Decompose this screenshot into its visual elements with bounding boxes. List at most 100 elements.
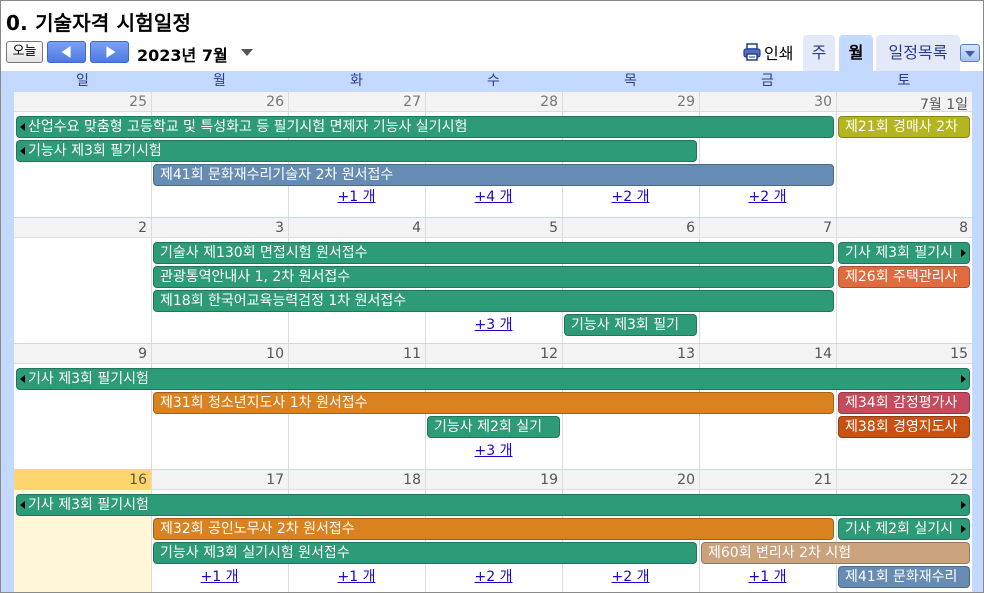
calendar-event[interactable]: 기사 제2회 실기시 [838, 518, 970, 540]
more-events-link[interactable]: +2 개 [474, 569, 513, 585]
column-divider [151, 470, 152, 592]
weekday-header: 일 [76, 73, 89, 89]
today-button[interactable]: 오늘 [6, 41, 43, 63]
day-number[interactable]: 20 [677, 472, 695, 488]
day-number[interactable]: 9 [138, 346, 147, 362]
day-number[interactable]: 19 [540, 472, 558, 488]
event-label: 제32회 공인노무사 2차 원서접수 [160, 521, 355, 537]
calendar-event[interactable]: 제18회 한국어교육능력검정 1차 원서접수 [153, 290, 834, 312]
calendar-event[interactable]: 기능사 제3회 실기시험 원서접수 [153, 542, 697, 564]
calendar-event[interactable]: 기사 제3회 필기시험 [16, 368, 970, 390]
day-number[interactable]: 4 [412, 220, 421, 236]
print-label: 인쇄 [764, 44, 794, 63]
day-number[interactable]: 2 [138, 220, 147, 236]
event-label: 기사 제3회 필기시험 [28, 371, 149, 387]
column-divider [836, 218, 837, 343]
day-number[interactable]: 21 [814, 472, 832, 488]
event-label: 제26회 주택관리사 [845, 269, 958, 285]
tab-month[interactable]: 월 [839, 35, 873, 71]
calendar-event[interactable]: 제41회 문화재수리 [838, 566, 970, 588]
more-events-link[interactable]: +2 개 [611, 569, 650, 585]
day-number[interactable]: 22 [950, 472, 968, 488]
chevron-right-icon [105, 46, 115, 58]
event-label: 제41회 문화재수리기술자 2차 원서접수 [160, 167, 394, 183]
more-events-link[interactable]: +3 개 [474, 443, 513, 459]
day-number[interactable]: 28 [540, 94, 558, 110]
day-number[interactable]: 30 [814, 94, 832, 110]
event-label: 기능사 제2회 실기 [434, 419, 542, 435]
event-label: 기능사 제3회 필기시험 [28, 143, 162, 159]
weekday-header: 토 [897, 73, 911, 89]
prev-month-button[interactable] [47, 41, 86, 63]
more-events-link[interactable]: +2 개 [611, 189, 650, 205]
calendar-event[interactable]: 제34회 감정평가사 [838, 392, 970, 414]
page-title: 0. 기술자격 시험일정 [6, 11, 192, 35]
day-number[interactable]: 25 [129, 94, 147, 110]
day-number[interactable]: 6 [686, 220, 695, 236]
chevron-down-icon [965, 51, 975, 57]
day-number[interactable]: 12 [540, 346, 558, 362]
printer-icon [743, 43, 761, 61]
calendar-event[interactable]: 제26회 주택관리사 [838, 266, 970, 288]
column-divider [836, 344, 837, 469]
day-number[interactable]: 16 [129, 472, 147, 488]
calendar-event[interactable]: 기사 제3회 필기시 [838, 242, 970, 264]
column-divider [699, 92, 700, 217]
more-events-link[interactable]: +2 개 [748, 189, 787, 205]
calendar-event[interactable]: 기사 제3회 필기시험 [16, 494, 970, 516]
event-label: 관광통역안내사 1, 2차 원서접수 [160, 269, 351, 285]
event-label: 제60회 변리사 2차 시험 [708, 545, 852, 561]
chevron-left-icon [61, 46, 71, 58]
calendar-event[interactable]: 제32회 공인노무사 2차 원서접수 [153, 518, 834, 540]
day-number[interactable]: 18 [403, 472, 421, 488]
event-label: 기사 제3회 필기시 [845, 245, 953, 261]
next-month-button[interactable] [90, 41, 129, 63]
event-label: 산업수요 맞춤형 고등학교 및 특성화고 등 필기시험 면제자 기능사 실기시험 [28, 119, 468, 135]
calendar-event[interactable]: 제21회 경매사 2차 [838, 116, 970, 138]
view-dropdown-button[interactable] [960, 44, 980, 62]
month-dropdown-icon[interactable] [241, 49, 253, 56]
column-divider [151, 218, 152, 343]
more-events-link[interactable]: +1 개 [337, 569, 376, 585]
day-number[interactable]: 11 [403, 346, 421, 362]
tab-schedule-list[interactable]: 일정목록 [876, 35, 960, 71]
day-number[interactable]: 14 [814, 346, 832, 362]
event-label: 제18회 한국어교육능력검정 1차 원서접수 [160, 293, 407, 309]
day-number[interactable]: 27 [403, 94, 421, 110]
day-number[interactable]: 7 [823, 220, 832, 236]
day-number[interactable]: 7월 1일 [919, 97, 968, 113]
weekday-header: 금 [761, 73, 774, 89]
event-label: 기사 제3회 필기시험 [28, 497, 149, 513]
calendar-event[interactable]: 제41회 문화재수리기술자 2차 원서접수 [153, 164, 834, 186]
event-label: 기능사 제3회 실기시험 원서접수 [160, 545, 350, 561]
more-events-link[interactable]: +1 개 [200, 569, 239, 585]
day-number[interactable]: 10 [266, 346, 284, 362]
day-number[interactable]: 29 [677, 94, 695, 110]
calendar-event[interactable]: 기능사 제2회 실기 [427, 416, 560, 438]
day-number-row [14, 344, 972, 364]
more-events-link[interactable]: +3 개 [474, 317, 513, 333]
day-number[interactable]: 26 [266, 94, 284, 110]
more-events-link[interactable]: +4 개 [474, 189, 513, 205]
calendar-event[interactable]: 관광통역안내사 1, 2차 원서접수 [153, 266, 834, 288]
calendar-event[interactable]: 제38회 경영지도사 [838, 416, 970, 438]
calendar-event[interactable]: 산업수요 맞춤형 고등학교 및 특성화고 등 필기시험 면제자 기능사 실기시험 [16, 116, 834, 138]
day-number[interactable]: 17 [266, 472, 284, 488]
calendar-event[interactable]: 제31회 청소년지도사 1차 원서접수 [153, 392, 834, 414]
day-number[interactable]: 13 [677, 346, 695, 362]
day-number[interactable]: 15 [950, 346, 968, 362]
calendar-event[interactable]: 제60회 변리사 2차 시험 [701, 542, 970, 564]
continues-left-icon [20, 147, 25, 155]
more-events-link[interactable]: +1 개 [337, 189, 376, 205]
day-number[interactable]: 5 [549, 220, 558, 236]
calendar-event[interactable]: 기술사 제130회 면접시험 원서접수 [153, 242, 834, 264]
day-number[interactable]: 3 [275, 220, 284, 236]
day-number[interactable]: 8 [959, 220, 968, 236]
calendar-event[interactable]: 기능사 제3회 필기 [564, 314, 697, 336]
more-events-link[interactable]: +1 개 [748, 569, 787, 585]
calendar-event[interactable]: 기능사 제3회 필기시험 [16, 140, 697, 162]
continues-right-icon [961, 375, 966, 383]
tab-week[interactable]: 주 [803, 35, 835, 71]
print-button[interactable]: 인쇄 [742, 39, 793, 65]
